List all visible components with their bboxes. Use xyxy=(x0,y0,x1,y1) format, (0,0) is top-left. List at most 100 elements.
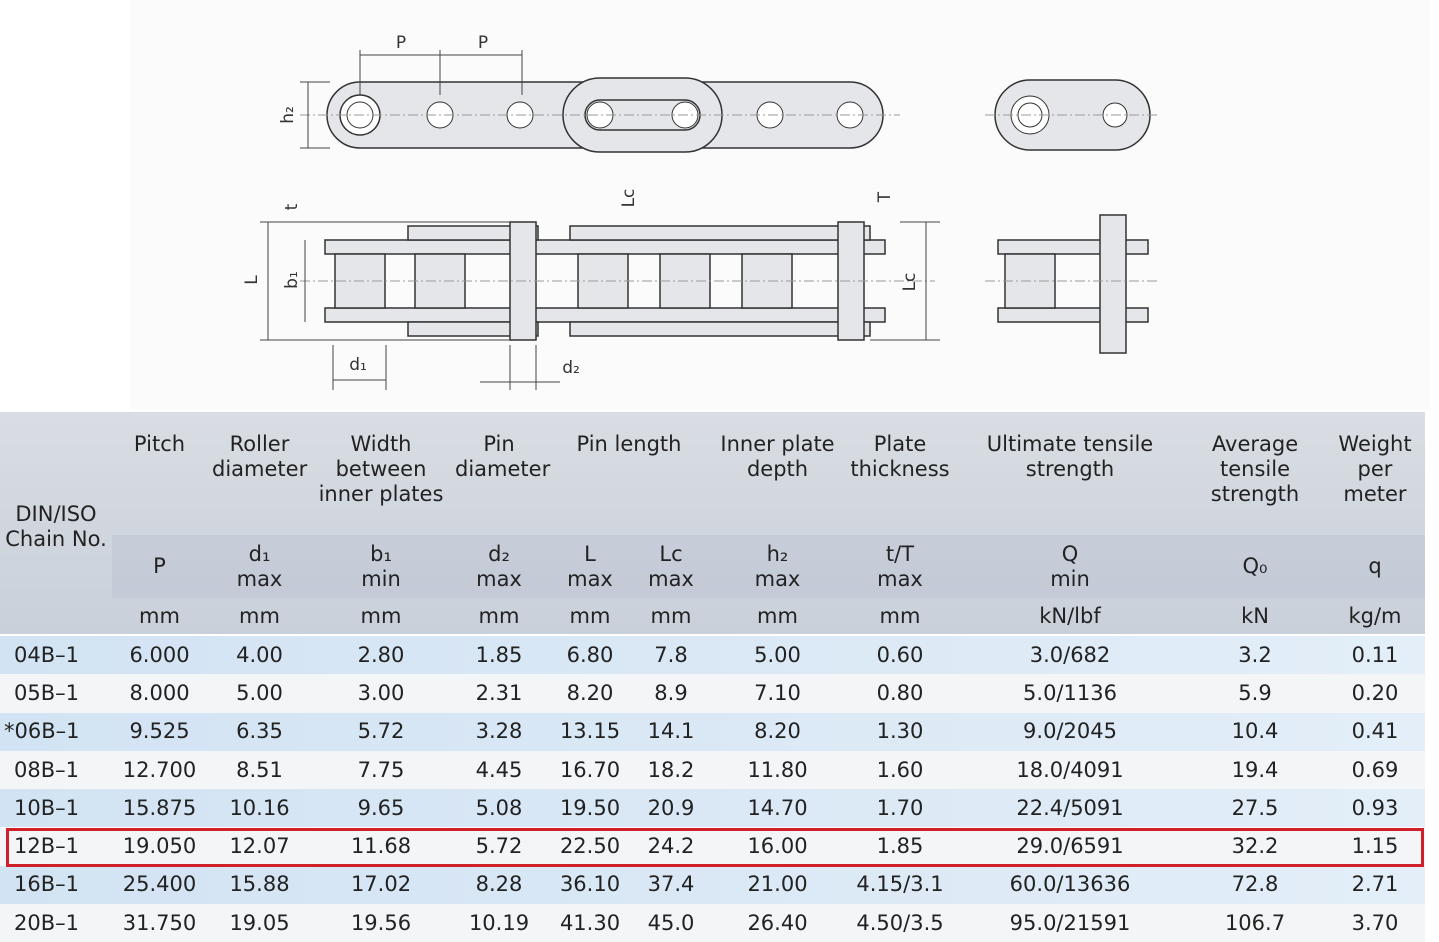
unit-text: mm xyxy=(879,603,921,628)
unit-cell: mm xyxy=(845,598,955,634)
symbol-text: q xyxy=(1368,554,1382,578)
table-cell: 0.60 xyxy=(845,636,955,674)
cell-text: 3.28 xyxy=(475,719,523,744)
table-cell: 12.07 xyxy=(207,828,312,866)
cell-text: 5.9 xyxy=(1238,680,1272,705)
cell-text: 1.85 xyxy=(876,834,924,859)
header-text: Average tensile strength xyxy=(1210,432,1300,506)
cell-text: 45.0 xyxy=(647,910,695,935)
dimension-label: d₁ xyxy=(349,355,367,375)
table-cell: 5.72 xyxy=(312,713,450,751)
table-cell: 6.000 xyxy=(112,636,207,674)
cell-text: 0.80 xyxy=(876,680,924,705)
table-cell: 0.93 xyxy=(1325,789,1425,827)
row-bg xyxy=(0,712,1425,751)
cell-text: 7.8 xyxy=(654,642,688,667)
cell-text: 26.40 xyxy=(747,910,808,935)
cell-text: 12.07 xyxy=(229,834,290,859)
header-cell: Pin length xyxy=(548,420,710,535)
table-cell: 8.20 xyxy=(710,713,845,751)
cell-text: 14.70 xyxy=(747,795,808,820)
table-cell: 5.72 xyxy=(450,828,548,866)
table-cell: 4.50/3.5 xyxy=(845,904,955,942)
row-bg xyxy=(0,750,1425,790)
symbol-text: d₁ xyxy=(248,541,271,566)
symbol-text: t/T xyxy=(885,541,915,566)
table-cell: 72.8 xyxy=(1185,866,1325,904)
table-cell: 41.30 xyxy=(548,904,632,942)
row-bg xyxy=(0,827,1425,866)
symbol-text: max xyxy=(877,566,923,591)
cell-text: 0.93 xyxy=(1351,795,1399,820)
cell-text: 6.80 xyxy=(566,642,614,667)
unit-text: kg/m xyxy=(1348,603,1402,628)
header-cell: Average tensile strength xyxy=(1185,420,1325,535)
table-cell: 0.80 xyxy=(845,674,955,712)
cell-text: 5.08 xyxy=(475,795,523,820)
cell-text: 20B–1 xyxy=(14,910,79,935)
table-cell: 11.80 xyxy=(710,751,845,789)
unit-text: mm xyxy=(360,603,402,628)
table-cell: 1.60 xyxy=(845,751,955,789)
table-cell: 16B–1 xyxy=(0,866,112,904)
table-cell: 17.02 xyxy=(312,866,450,904)
header-bg xyxy=(0,412,1425,634)
table-cell: 20B–1 xyxy=(0,904,112,942)
side-view xyxy=(260,214,1160,390)
cell-text: 7.75 xyxy=(357,757,405,782)
unit-cell: kN/lbf xyxy=(955,598,1185,634)
diagram-bg xyxy=(130,0,1430,410)
table-cell: 10.16 xyxy=(207,789,312,827)
header-text: Inner plate depth xyxy=(720,432,835,481)
table-cell: 37.4 xyxy=(632,866,710,904)
symbol-text: L xyxy=(584,541,596,566)
table-cell: 2.71 xyxy=(1325,866,1425,904)
symbol-band xyxy=(112,535,1425,598)
cell-text: 1.85 xyxy=(475,642,523,667)
header-text: DIN/ISO Chain No. xyxy=(5,502,107,551)
dimension-label: h₂ xyxy=(278,106,298,124)
table-cell: 5.00 xyxy=(207,674,312,712)
unit-cell: mm xyxy=(112,598,207,634)
table-cell: 7.75 xyxy=(312,751,450,789)
symbol-text: max xyxy=(754,566,801,591)
cell-text: 6.35 xyxy=(236,719,283,744)
cell-text: 9.525 xyxy=(129,719,190,744)
cell-text: 0.41 xyxy=(1351,719,1399,744)
table-cell: 3.00 xyxy=(312,674,450,712)
table-cell: 10B–1 xyxy=(0,789,112,827)
cell-text: 04B–1 xyxy=(14,642,79,667)
cell-text: 10B–1 xyxy=(14,795,79,820)
table-cell: 8.000 xyxy=(112,674,207,712)
cell-text: 32.2 xyxy=(1231,834,1279,859)
cell-text: 12B–1 xyxy=(14,834,79,859)
table-cell: 31.750 xyxy=(112,904,207,942)
cell-text: 25.400 xyxy=(122,872,197,897)
unit-cell: mm xyxy=(450,598,548,634)
cell-text: 14.1 xyxy=(647,719,695,744)
table-cell: 20.9 xyxy=(632,789,710,827)
row-bg xyxy=(0,636,1425,675)
dimension-label: b₁ xyxy=(282,271,302,289)
table-cell: 32.2 xyxy=(1185,828,1325,866)
header-text: Pitch xyxy=(133,432,186,456)
table-cell: 1.85 xyxy=(450,636,548,674)
cell-text: 5.72 xyxy=(357,719,405,744)
table-cell: 7.10 xyxy=(710,674,845,712)
table-cell: 3.70 xyxy=(1325,904,1425,942)
cell-text: 10.19 xyxy=(468,910,530,935)
table-cell: 4.00 xyxy=(207,636,312,674)
cell-text: 9.0/2045 xyxy=(1023,719,1117,744)
symbol-text: max xyxy=(567,566,613,591)
highlight-box xyxy=(6,827,1424,867)
dimension-label: L xyxy=(242,275,262,285)
table-cell: 12.700 xyxy=(112,751,207,789)
table-cell: *06B–1 xyxy=(0,713,112,751)
header-text: Ultimate tensile strength xyxy=(986,432,1154,481)
unit-text: mm xyxy=(569,603,611,628)
table-cell: 14.70 xyxy=(710,789,845,827)
table-cell: 04B–1 xyxy=(0,636,112,674)
unit-cell: mm xyxy=(548,598,632,634)
